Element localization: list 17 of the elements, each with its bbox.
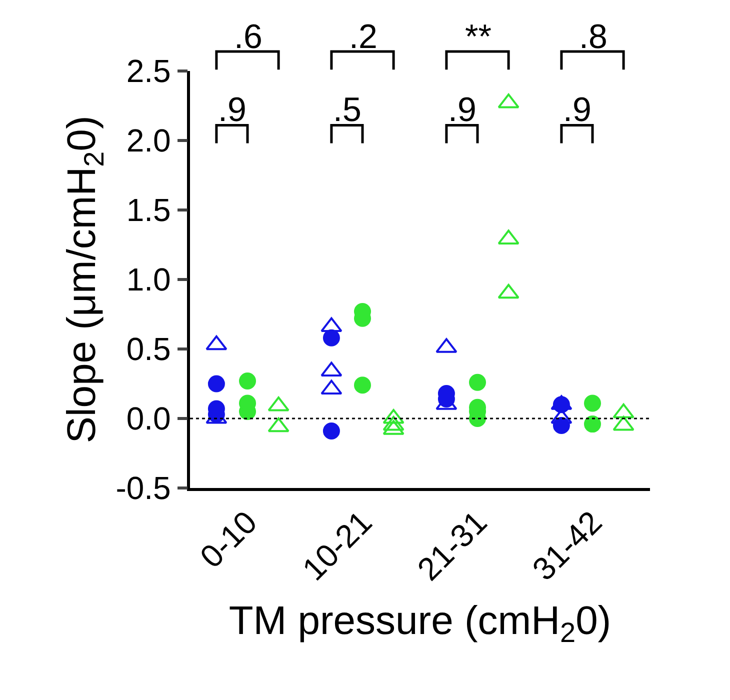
annotation: .9 <box>218 91 246 129</box>
text: .8 <box>579 18 608 56</box>
y-tick-label: 1.0 <box>126 262 171 298</box>
y-tick-label: 2.5 <box>126 53 171 90</box>
text: .6 <box>234 18 262 56</box>
annotation: .9 <box>448 91 476 129</box>
annotation: .5 <box>333 91 362 129</box>
annotation: .9 <box>563 91 592 129</box>
y-tick-label: 1.5 <box>126 192 171 228</box>
y-tick-label: 0.0 <box>126 400 171 437</box>
x-axis-title: TM pressure (cmH$_{2}$0) <box>228 598 612 648</box>
y-tick-label: -0.5 <box>116 470 171 506</box>
y-tick-label: 2.0 <box>126 122 171 159</box>
text: ** <box>465 18 492 56</box>
text: .2 <box>349 18 378 56</box>
x-tick-label: 0-10 <box>193 504 264 575</box>
y-tick-label: 0.5 <box>126 331 171 368</box>
